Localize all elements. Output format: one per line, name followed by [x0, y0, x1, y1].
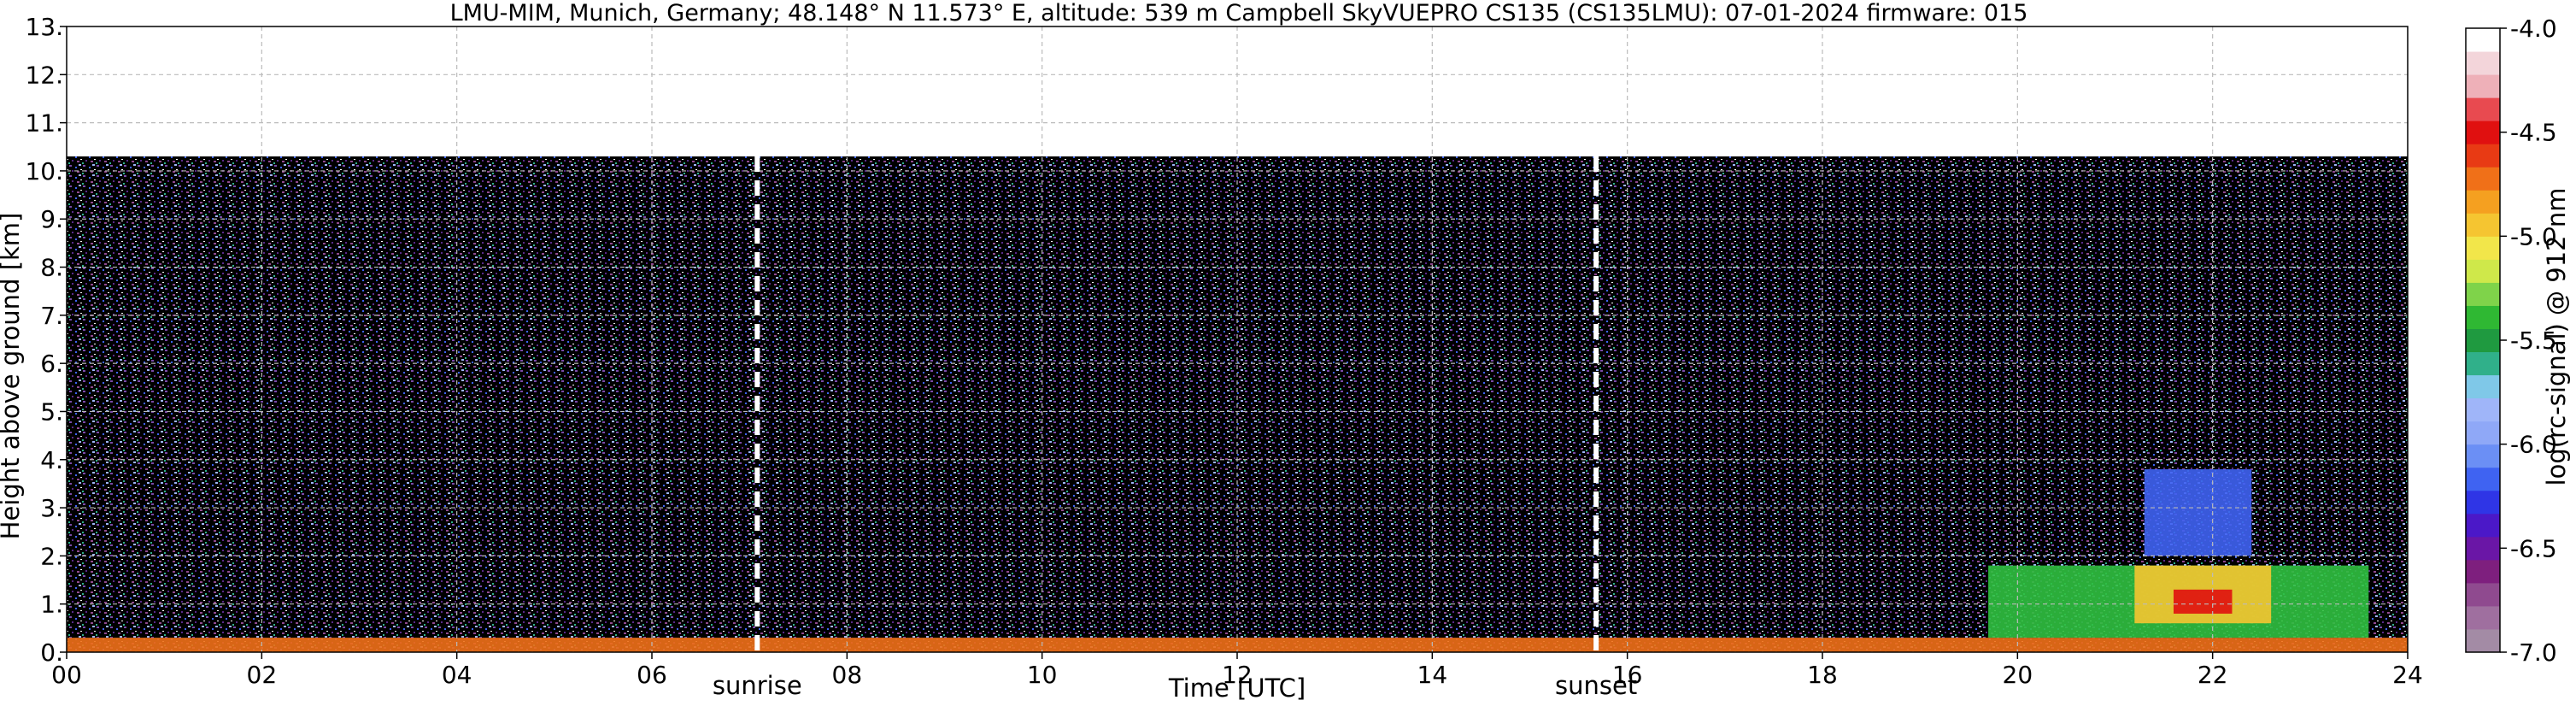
y-tick-label: 13.: [25, 13, 63, 41]
y-tick-label: 4.: [40, 446, 63, 474]
x-tick-label: 04: [442, 661, 472, 689]
x-tick-label: 20: [2003, 661, 2033, 689]
colorbar-tick-label: -4.0: [2510, 15, 2557, 43]
y-tick-label: 11.: [25, 109, 63, 138]
y-axis-ticks: 0. 1. 2. 3. 4. 5. 6. 7. 8. 9. 10. 11. 12. 13.: [25, 13, 67, 667]
grid-lines: [67, 26, 2408, 652]
colorbar-segment: [2466, 467, 2500, 491]
colorbar-segment: [2466, 74, 2500, 98]
colorbar-segment: [2466, 421, 2500, 445]
colorbar-tick-label: -6.5: [2510, 534, 2557, 562]
y-tick-label: 1.: [40, 591, 63, 619]
sun-markers: sunrise sunset: [713, 156, 1637, 700]
colorbar-segment: [2466, 605, 2500, 630]
colorbar-tick-label: -7.0: [2510, 638, 2557, 667]
x-tick-label: 14: [1417, 661, 1448, 689]
colorbar-segment: [2466, 144, 2500, 168]
y-tick-label: 5.: [40, 397, 63, 426]
colorbar-segment: [2466, 28, 2500, 52]
y-tick-label: 9.: [40, 205, 63, 233]
colorbar-segment: [2466, 282, 2500, 306]
colorbar-segment: [2466, 259, 2500, 283]
colorbar-segment: [2466, 513, 2500, 538]
colorbar-segment: [2466, 305, 2500, 329]
signal-layer-cloud-core: [2174, 589, 2233, 614]
colorbar-tick-label: -5.5: [2510, 327, 2557, 355]
y-tick-label: 12.: [25, 61, 63, 89]
colorbar-tick-label: -6.0: [2510, 431, 2557, 459]
colorbar-tick-label: -5.0: [2510, 222, 2557, 250]
y-tick-label: 10.: [25, 157, 63, 185]
chart-title: LMU-MIM, Munich, Germany; 48.148° N 11.5…: [450, 0, 2028, 26]
colorbar-segment: [2466, 328, 2500, 353]
x-tick-label: 02: [247, 661, 278, 689]
y-tick-label: 8.: [40, 254, 63, 282]
x-tick-label: 16: [1612, 661, 1643, 689]
marker-label-sunrise: sunrise: [713, 671, 802, 700]
colorbar-ticks: -4.0 -4.5 -5.0 -5.5 -6.0 -6.5 -7.0: [2500, 15, 2557, 667]
colorbar-segment: [2466, 213, 2500, 237]
colorbar-segment: [2466, 444, 2500, 468]
signal-layer-upper-layer: [2144, 469, 2252, 556]
x-tick-label: 12: [1222, 661, 1253, 689]
y-tick-label: 6.: [40, 350, 63, 378]
x-tick-label: 24: [2392, 661, 2423, 689]
colorbar-segment: [2466, 374, 2500, 399]
colorbar-segment: [2466, 628, 2500, 653]
x-tick-label: 06: [637, 661, 667, 689]
x-tick-label: 08: [832, 661, 863, 689]
colorbar-segment: [2466, 559, 2500, 584]
colorbar-segment: [2466, 536, 2500, 561]
colorbar-segment: [2466, 190, 2500, 214]
x-tick-label: 10: [1027, 661, 1058, 689]
colorbar-segment: [2466, 97, 2500, 121]
colorbar-segment: [2466, 397, 2500, 422]
x-axis-ticks: 00 02 04 06 08 10 12 14 16 18 20 22 24: [51, 652, 2423, 689]
y-tick-label: 3.: [40, 494, 63, 522]
colorbar-segment: [2466, 121, 2500, 144]
y-axis-label: Height above ground [km]: [0, 213, 25, 540]
y-tick-label: 7.: [40, 302, 63, 330]
x-tick-label: 22: [2198, 661, 2228, 689]
x-axis-label: Time [UTC]: [1168, 674, 1306, 703]
y-tick-label: 0.: [40, 638, 63, 667]
x-tick-label: 00: [51, 661, 82, 689]
plot-area: sunrise sunset: [66, 26, 2409, 700]
marker-label-sunset: sunset: [1555, 671, 1637, 700]
colorbar-segment: [2466, 351, 2500, 376]
y-tick-label: 2.: [40, 542, 63, 570]
colorbar-segment: [2466, 236, 2500, 260]
colorbar-segment: [2466, 51, 2500, 75]
colorbar-segment: [2466, 582, 2500, 607]
colorbar-segment: [2466, 167, 2500, 191]
colorbar-label: log(rc-signal) @ 912 nm: [2542, 188, 2571, 486]
colorbar: [2465, 27, 2501, 653]
colorbar-tick-label: -4.5: [2510, 119, 2557, 147]
x-tick-label: 18: [1807, 661, 1838, 689]
colorbar-segment: [2466, 490, 2500, 515]
